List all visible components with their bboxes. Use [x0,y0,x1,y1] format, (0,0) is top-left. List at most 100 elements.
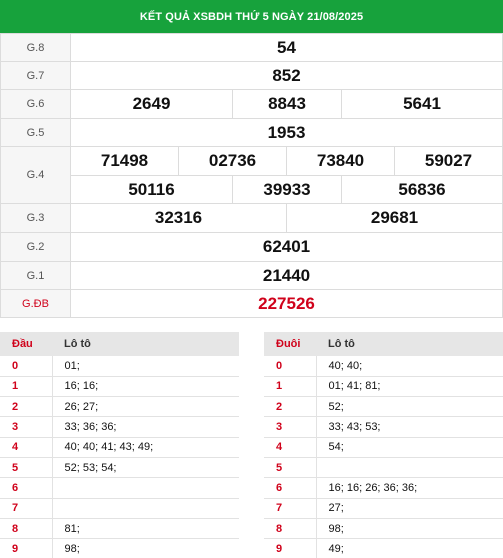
row-values: 54; [316,437,503,458]
prize-label: G.6 [0,89,71,119]
prize-number: 59027 [394,147,502,175]
prize-row-special: G.ĐB 227526 [0,289,503,318]
row-values [52,498,239,519]
table-row: 8 98; [264,518,503,540]
row-key: 3 [0,416,53,438]
row-values: 52; 53; 54; [52,457,239,479]
row-key: 5 [0,457,53,479]
prize-number: 54 [277,37,296,57]
row-values: 16; 16; [52,376,239,398]
prize-row-g2: G.2 62401 [0,232,503,262]
row-values: 52; [316,396,503,418]
row-key: 3 [264,416,317,438]
row-values: 33; 43; 53; [316,416,503,438]
prize-row-g5: G.5 1953 [0,118,503,147]
row-key: 6 [264,477,317,499]
row-key: 8 [264,518,317,540]
row-values: 01; [52,356,239,377]
table-row: 9 49; [264,538,503,558]
row-key: 8 [0,518,53,540]
row-key: 0 [264,356,317,377]
row-key: 4 [0,437,53,458]
special-prize-number: 227526 [258,293,315,313]
prize-row-g6: G.6 2649 8843 5641 [0,89,503,119]
table-row: 1 16; 16; [0,376,239,398]
row-key: 4 [264,437,317,458]
prize-label: G.3 [0,203,71,233]
row-values: 40; 40; [316,356,503,377]
table-row: 3 33; 36; 36; [0,416,239,438]
table-row: 0 01; [0,356,239,377]
column-header: Đuôi [264,332,316,356]
table-row: 9 98; [0,538,239,558]
row-values: 98; [52,538,239,558]
prize-number: 50116 [128,179,175,199]
row-values: 27; [316,498,503,519]
prize-number: 73840 [286,147,394,175]
prize-row-g7: G.7 852 [0,61,503,90]
prize-number: 32316 [154,208,203,227]
loto-head-table: Đầu Lô tô 0 01; 1 16; 16; 2 26; 27; 3 33; 36… [0,332,239,558]
column-header: Đầu [0,332,52,356]
table-row: 3 33; 43; 53; [264,416,503,438]
row-key: 2 [264,396,317,418]
row-key: 0 [0,356,53,377]
column-header: Lô tô [52,332,239,356]
row-values: 81; [52,518,239,540]
table-row: 5 52; 53; 54; [0,457,239,479]
table-row: 6 [0,477,239,499]
row-key: 5 [264,457,317,479]
row-key: 6 [0,477,53,499]
prize-label: G.4 [0,146,71,204]
table-row: 7 [0,498,239,519]
row-values: 16; 16; 26; 36; 36; [316,477,503,499]
table-row: 2 26; 27; [0,396,239,418]
row-values [316,457,503,479]
prize-number: 29681 [286,204,502,232]
results-table: G.8 54 G.7 852 G.6 2649 8843 5641 G.5 19… [0,33,503,318]
row-values: 40; 40; 41; 43; 49; [52,437,239,458]
table-row: 0 40; 40; [264,356,503,377]
prize-label: G.5 [0,118,71,147]
row-key: 7 [0,498,53,519]
row-values [52,477,239,499]
row-values: 49; [316,538,503,558]
prize-number: 8843 [232,90,341,118]
results-title: KẾT QUẢ XSBDH THỨ 5 NGÀY 21/08/2025 [0,0,503,33]
table-row: 5 [264,457,503,479]
table-row: 1 01; 41; 81; [264,376,503,398]
row-key: 7 [264,498,317,519]
row-values: 26; 27; [52,396,239,418]
prize-number: 62401 [262,237,311,256]
row-key: 2 [0,396,53,418]
prize-label: G.7 [0,61,71,90]
prize-row-g4: G.4 71498 02736 73840 59027 50116 39933 … [0,146,503,204]
prize-label: G.ĐB [0,289,71,318]
table-row: 6 16; 16; 26; 36; 36; [264,477,503,499]
prize-number: 39933 [232,176,341,203]
prize-number: 56836 [341,176,502,203]
row-values: 33; 36; 36; [52,416,239,438]
column-header: Lô tô [316,332,503,356]
prize-label: G.8 [0,33,71,62]
row-values: 01; 41; 81; [316,376,503,398]
prize-number: 1953 [267,122,306,142]
prize-number: 21440 [262,265,311,285]
prize-row-g1: G.1 21440 [0,261,503,290]
prize-number: 5641 [341,90,502,118]
prize-number: 2649 [132,94,171,113]
row-key: 9 [264,538,317,558]
table-row: 4 54; [264,437,503,458]
table-row: 7 27; [264,498,503,519]
table-row: 8 81; [0,518,239,540]
row-key: 1 [0,376,53,398]
prize-row-g8: G.8 54 [0,33,503,62]
prize-number: 71498 [100,151,149,170]
table-row: 4 40; 40; 41; 43; 49; [0,437,239,458]
prize-label: G.2 [0,232,71,262]
prize-number: 02736 [178,147,286,175]
prize-row-g3: G.3 32316 29681 [0,203,503,233]
row-values: 98; [316,518,503,540]
row-key: 9 [0,538,53,558]
prize-label: G.1 [0,261,71,290]
